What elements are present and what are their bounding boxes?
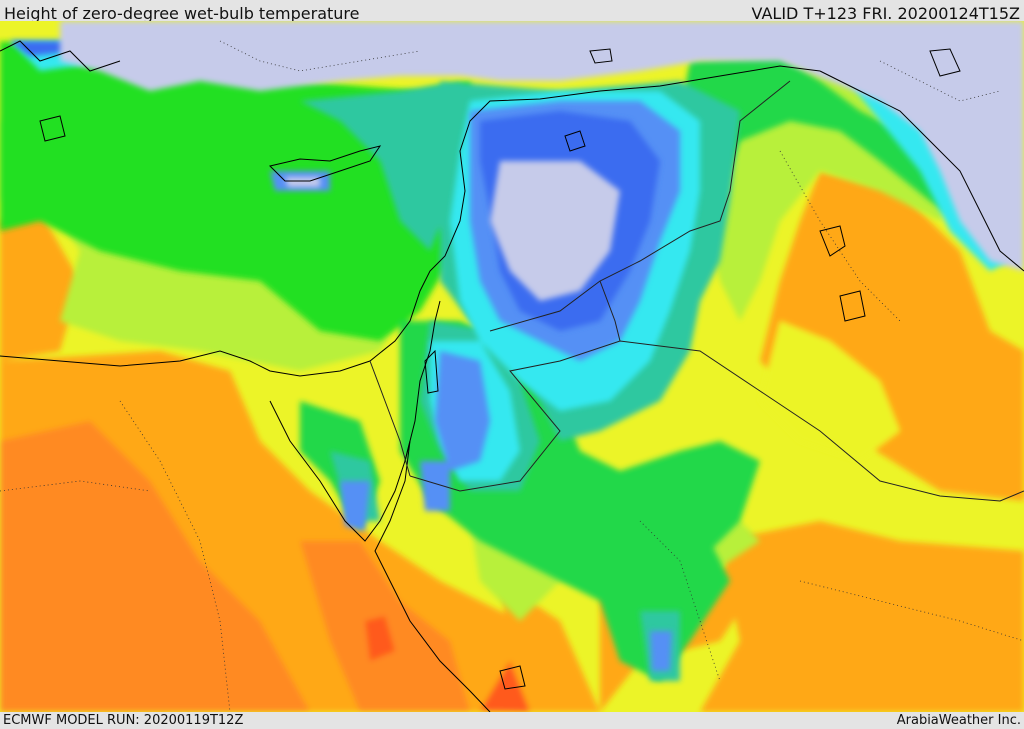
header-bar: Height of zero-degree wet-bulb temperatu…	[0, 0, 1024, 23]
borders	[369, 80, 1024, 502]
valid-time: VALID T+123 FRI. 20200124T15Z	[751, 4, 1020, 23]
footer-bar: ECMWF MODEL RUN: 20200119T12Z ArabiaWeat…	[0, 712, 1024, 729]
inner-borders	[0, 40, 1024, 712]
credit-label: ArabiaWeather Inc.	[896, 713, 1021, 728]
map-title: Height of zero-degree wet-bulb temperatu…	[4, 4, 360, 23]
field-map	[0, 21, 1024, 712]
map-area[interactable]	[0, 21, 1024, 712]
model-run: ECMWF MODEL RUN: 20200119T12Z	[3, 713, 244, 728]
cold-zones	[60, 21, 1024, 301]
islands	[39, 48, 961, 690]
